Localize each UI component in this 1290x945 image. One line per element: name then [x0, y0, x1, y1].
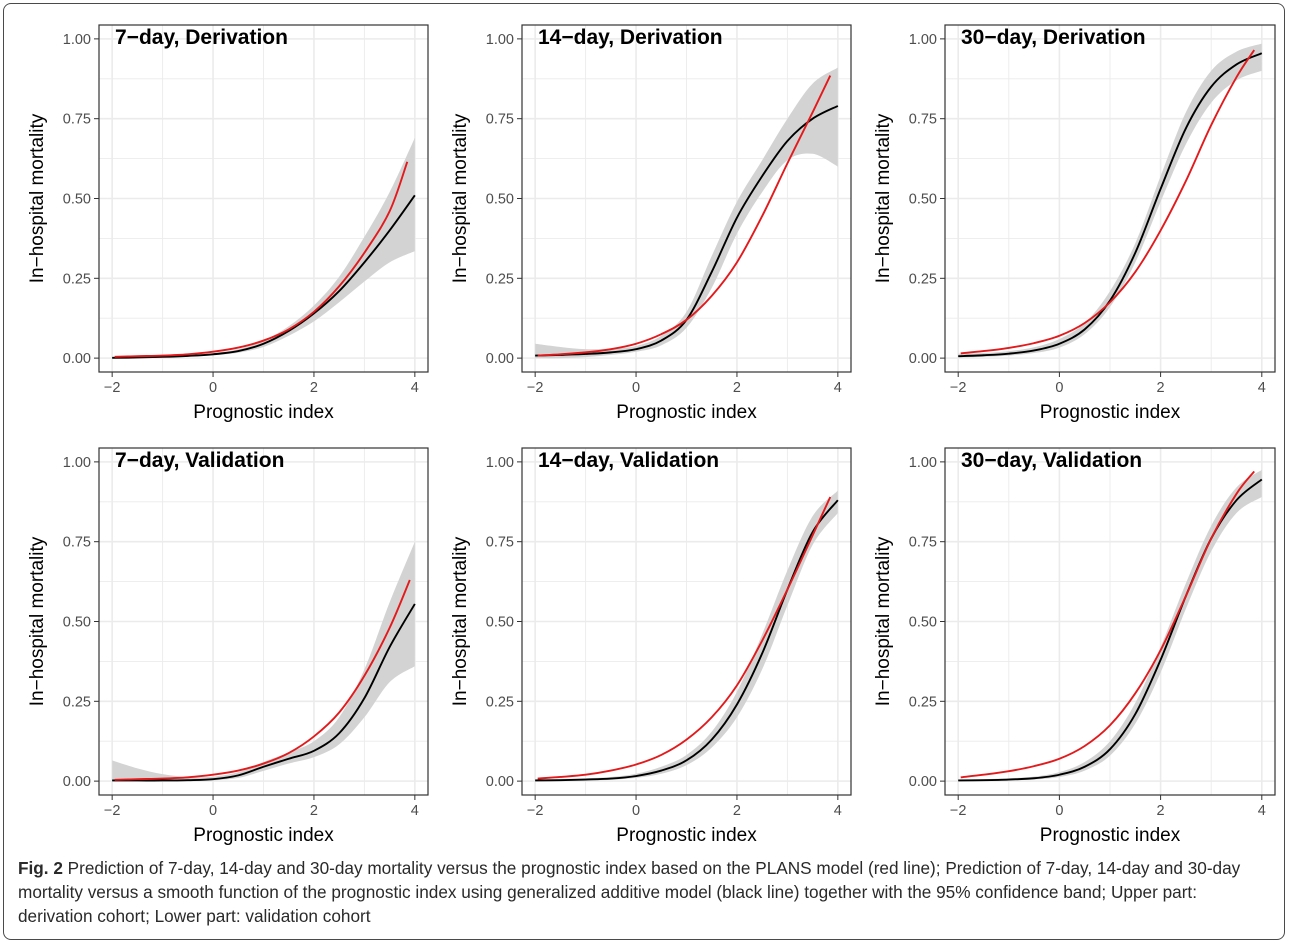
series-red-line — [114, 579, 411, 781]
caption-label: Fig. 2 — [18, 858, 63, 878]
figure-panels: −2 0 2 4 0.00 0.25 0.50 0.75 1.00 Prognostic inde… — [27, 24, 1276, 846]
y-tick-label: 0.00 — [63, 351, 91, 367]
panel-title: 14−day, Validation — [538, 449, 719, 472]
y-tick-label: 0.25 — [63, 271, 91, 287]
x-tick-label: 0 — [632, 803, 640, 819]
confidence-band — [958, 43, 1262, 358]
x-tick-label: 0 — [1055, 803, 1063, 819]
panel-title: 30−day, Derivation — [961, 26, 1146, 49]
x-tick-label: 0 — [632, 380, 640, 396]
x-tick-label: −2 — [104, 803, 121, 819]
x-tick-label: 4 — [411, 380, 419, 396]
x-tick-label: 0 — [209, 380, 217, 396]
y-axis-title: In−hospital mortality — [873, 113, 894, 283]
x-tick-label: 4 — [834, 803, 842, 819]
y-tick-label: 0.50 — [63, 615, 91, 631]
x-tick-label: −2 — [950, 803, 967, 819]
caption-text: Prediction of 7-day, 14-day and 30-day m… — [18, 858, 1241, 926]
x-axis-title: Prognostic index — [193, 825, 334, 846]
y-tick-label: 0.00 — [486, 774, 514, 790]
panel-4: −2 0 2 4 0.00 0.25 0.50 0.75 1.00 Prognostic inde… — [27, 447, 429, 846]
series-red-line — [537, 75, 832, 357]
y-tick-label: 1.00 — [909, 455, 937, 471]
y-tick-label: 0.75 — [486, 112, 514, 128]
x-tick-label: 2 — [310, 380, 318, 396]
y-tick-label: 1.00 — [486, 32, 514, 48]
panel-title: 7−day, Validation — [115, 449, 284, 472]
panel-1: −2 0 2 4 0.00 0.25 0.50 0.75 1.00 Prognostic inde… — [27, 24, 429, 423]
x-tick-label: 2 — [733, 803, 741, 819]
panel-3: −2 0 2 4 0.00 0.25 0.50 0.75 1.00 Prognostic inde… — [873, 24, 1276, 423]
x-tick-label: 4 — [1258, 380, 1266, 396]
panel-title: 7−day, Derivation — [115, 26, 288, 49]
x-tick-label: −2 — [527, 803, 544, 819]
x-tick-label: −2 — [950, 380, 967, 396]
series-red-line — [960, 470, 1255, 779]
confidence-band — [535, 67, 838, 359]
x-tick-label: 2 — [310, 803, 318, 819]
y-tick-label: 0.75 — [486, 535, 514, 551]
y-tick-label: 1.00 — [909, 32, 937, 48]
x-tick-label: −2 — [104, 380, 121, 396]
y-tick-label: 0.25 — [909, 271, 937, 287]
confidence-band — [112, 541, 415, 782]
figure-caption: Fig. 2 Prediction of 7-day, 14-day and 3… — [18, 856, 1273, 928]
y-tick-label: 1.00 — [486, 455, 514, 471]
x-tick-label: 0 — [1055, 380, 1063, 396]
y-tick-label: 1.00 — [63, 455, 91, 471]
y-tick-label: 0.75 — [63, 112, 91, 128]
series-black-line — [112, 603, 416, 782]
series-red-line — [114, 161, 409, 358]
y-tick-label: 0.00 — [909, 774, 937, 790]
panel-title: 30−day, Validation — [961, 449, 1142, 472]
y-tick-label: 0.25 — [486, 694, 514, 710]
x-tick-label: 0 — [209, 803, 217, 819]
y-axis-title: In−hospital mortality — [27, 536, 48, 706]
y-tick-label: 0.00 — [486, 351, 514, 367]
series-black-line — [958, 52, 1263, 358]
x-tick-label: 4 — [834, 380, 842, 396]
y-tick-label: 0.75 — [63, 535, 91, 551]
x-tick-label: 2 — [733, 380, 741, 396]
series-black-line — [112, 194, 416, 359]
x-tick-label: 4 — [411, 803, 419, 819]
series-red-line — [960, 49, 1256, 355]
x-axis-title: Prognostic index — [1040, 825, 1181, 846]
panel-6: −2 0 2 4 0.00 0.25 0.50 0.75 1.00 Prognostic inde… — [873, 447, 1276, 846]
y-tick-label: 0.50 — [486, 192, 514, 208]
y-tick-label: 0.75 — [909, 535, 937, 551]
y-tick-label: 0.50 — [909, 192, 937, 208]
y-tick-label: 0.25 — [63, 694, 91, 710]
y-axis-title: In−hospital mortality — [873, 536, 894, 706]
x-tick-label: 4 — [1258, 803, 1266, 819]
panel-2: −2 0 2 4 0.00 0.25 0.50 0.75 1.00 Prognostic inde… — [450, 24, 852, 423]
x-axis-title: Prognostic index — [193, 402, 334, 423]
y-tick-label: 0.00 — [909, 351, 937, 367]
y-axis-title: In−hospital mortality — [450, 536, 471, 706]
y-tick-label: 0.25 — [909, 694, 937, 710]
x-tick-label: −2 — [527, 380, 544, 396]
x-axis-title: Prognostic index — [616, 402, 757, 423]
x-tick-label: 2 — [1157, 803, 1165, 819]
y-tick-label: 1.00 — [63, 32, 91, 48]
x-axis-title: Prognostic index — [1040, 402, 1181, 423]
y-tick-label: 0.50 — [63, 192, 91, 208]
y-tick-label: 0.00 — [63, 774, 91, 790]
panel-title: 14−day, Derivation — [538, 26, 723, 49]
y-axis-title: In−hospital mortality — [27, 113, 48, 283]
y-tick-label: 0.75 — [909, 112, 937, 128]
x-tick-label: 2 — [1157, 380, 1165, 396]
y-axis-title: In−hospital mortality — [450, 113, 471, 283]
y-tick-label: 0.50 — [486, 615, 514, 631]
panel-5: −2 0 2 4 0.00 0.25 0.50 0.75 1.00 Prognostic inde… — [450, 447, 852, 846]
y-tick-label: 0.25 — [486, 271, 514, 287]
y-tick-label: 0.50 — [909, 615, 937, 631]
x-axis-title: Prognostic index — [616, 825, 757, 846]
series-red-line — [537, 496, 832, 780]
